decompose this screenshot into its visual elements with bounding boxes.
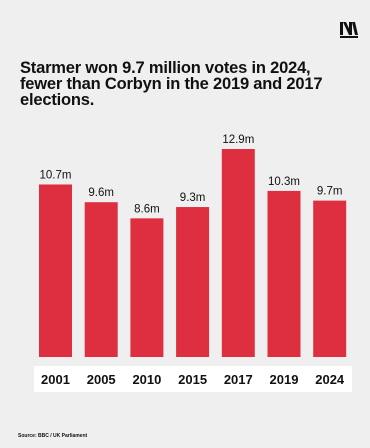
bar-2017 (221, 149, 255, 357)
x-tick-label-2019: 2019 (270, 372, 299, 387)
data-label-2010: 8.6m (134, 203, 160, 215)
chart-title: Starmer won 9.7 million votes in 2024, f… (20, 59, 323, 109)
bar-chart: 10.7m 9.6m 8.6m 9.3m 12.9m 10.3m 9.7m 2001 2005 2… (34, 134, 352, 392)
x-tick-label-2001: 2001 (41, 372, 70, 387)
bar-2010 (130, 218, 164, 357)
data-label-2024: 9.7m (317, 186, 343, 198)
data-label-2005: 9.6m (88, 187, 114, 199)
data-label-2015: 9.3m (180, 192, 206, 204)
x-tick-label-2024: 2024 (315, 372, 345, 387)
bar-2024 (313, 200, 347, 357)
bar-2005 (84, 202, 118, 357)
bar-2001 (39, 184, 72, 357)
data-label-2017: 12.9m (222, 134, 254, 146)
bar-2015 (176, 207, 210, 357)
x-tick-label-2015: 2015 (178, 372, 207, 387)
x-axis-label-strip (34, 366, 352, 392)
data-label-2001: 10.7m (40, 169, 72, 181)
x-tick-label-2010: 2010 (132, 372, 161, 387)
brand-logo-icon (340, 22, 358, 38)
x-tick-label-2005: 2005 (87, 372, 116, 387)
source-note: Source: BBC / UK Parliament (18, 433, 88, 439)
x-tick-label-2017: 2017 (224, 372, 253, 387)
data-label-2019: 10.3m (268, 176, 300, 188)
bar-2019 (267, 190, 301, 357)
